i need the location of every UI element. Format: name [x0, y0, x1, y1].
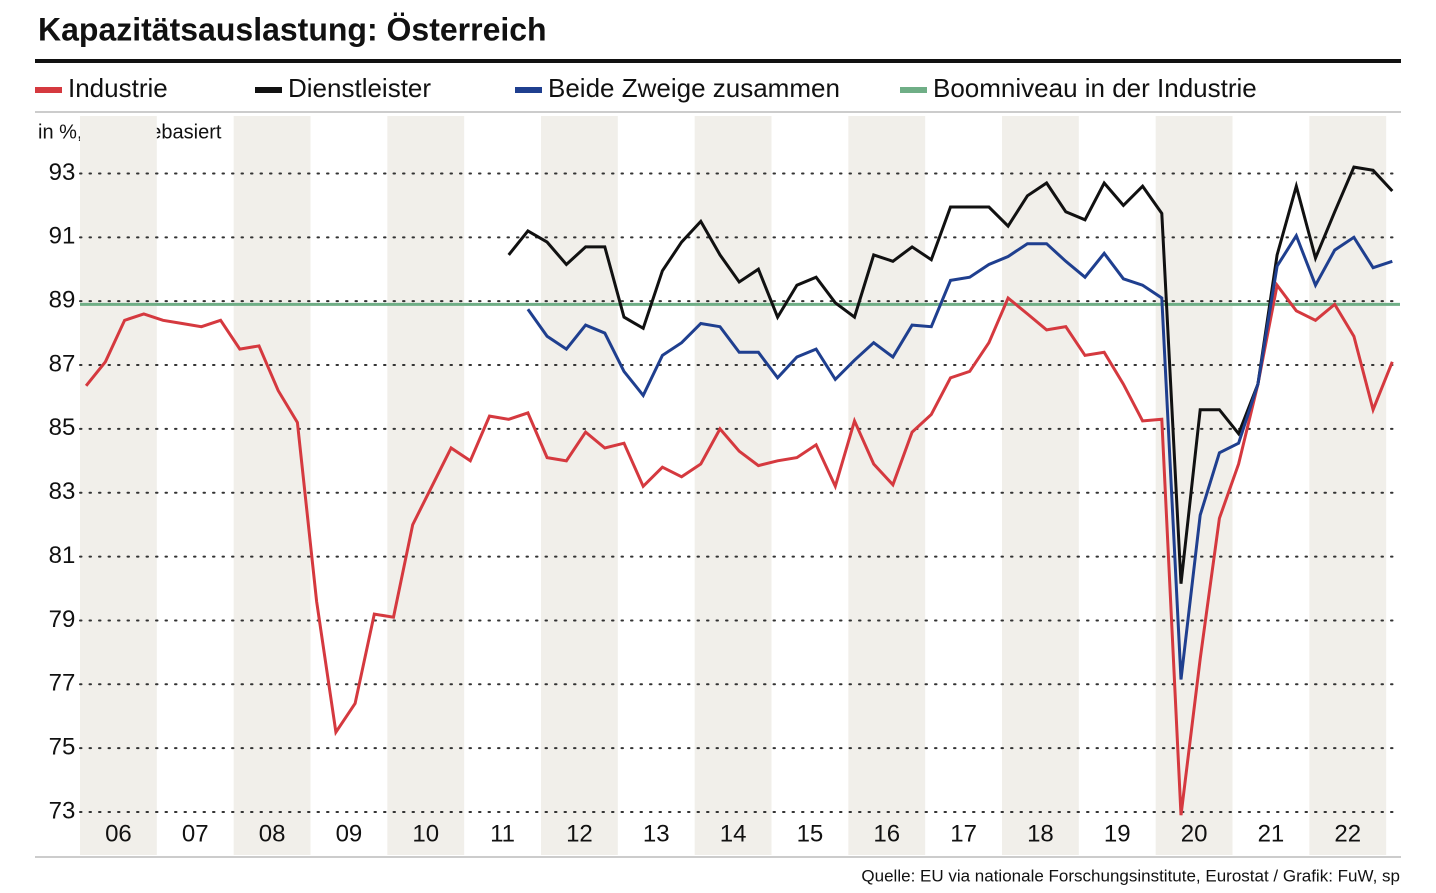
x-tick-label: 15	[797, 820, 824, 847]
year-band	[1155, 116, 1233, 855]
series-line	[526, 232, 1393, 680]
year-band	[1309, 116, 1387, 855]
x-tick-label: 18	[1027, 820, 1054, 847]
x-tick-label: 20	[1181, 820, 1208, 847]
x-tick-label: 06	[105, 820, 132, 847]
series-line	[507, 165, 1394, 584]
year-band	[694, 116, 772, 855]
x-tick-label: 07	[182, 820, 209, 847]
y-tick-label: 75	[49, 733, 76, 760]
x-tick-label: 09	[336, 820, 363, 847]
x-tick-label: 10	[412, 820, 439, 847]
legend-label: Boomniveau in der Industrie	[933, 73, 1257, 103]
y-tick-label: 73	[49, 797, 76, 824]
legend-label: Beide Zweige zusammen	[548, 73, 840, 103]
source: Quelle: EU via nationale Forschungsinsti…	[861, 866, 1400, 885]
x-tick-label: 19	[1104, 820, 1131, 847]
year-band	[80, 116, 157, 855]
y-tick-label: 85	[49, 414, 76, 441]
x-tick-label: 21	[1258, 820, 1285, 847]
year-band	[848, 116, 926, 855]
y-tick-label: 77	[49, 670, 76, 697]
x-tick-label: 16	[873, 820, 900, 847]
x-tick-label: 14	[720, 820, 747, 847]
y-tick-label: 87	[49, 350, 76, 377]
series-line	[84, 281, 1394, 816]
x-tick-label: 17	[950, 820, 977, 847]
y-tick-label: 93	[49, 159, 76, 186]
chart-title: Kapazitätsauslastung: Österreich	[38, 11, 547, 47]
x-tick-label: 22	[1334, 820, 1361, 847]
legend-label: Dienstleister	[288, 73, 431, 103]
y-tick-label: 81	[49, 542, 76, 569]
y-tick-label: 89	[49, 287, 76, 314]
x-tick-label: 12	[566, 820, 593, 847]
y-tick-label: 91	[49, 223, 76, 250]
y-tick-label: 83	[49, 478, 76, 505]
x-tick-label: 13	[643, 820, 670, 847]
year-band	[387, 116, 465, 855]
year-band	[233, 116, 311, 855]
year-band	[1002, 116, 1079, 855]
y-tick-label: 79	[49, 606, 76, 633]
legend-label: Industrie	[68, 73, 168, 103]
year-band	[541, 116, 618, 855]
x-tick-label: 08	[259, 820, 286, 847]
x-tick-label: 11	[490, 820, 515, 847]
